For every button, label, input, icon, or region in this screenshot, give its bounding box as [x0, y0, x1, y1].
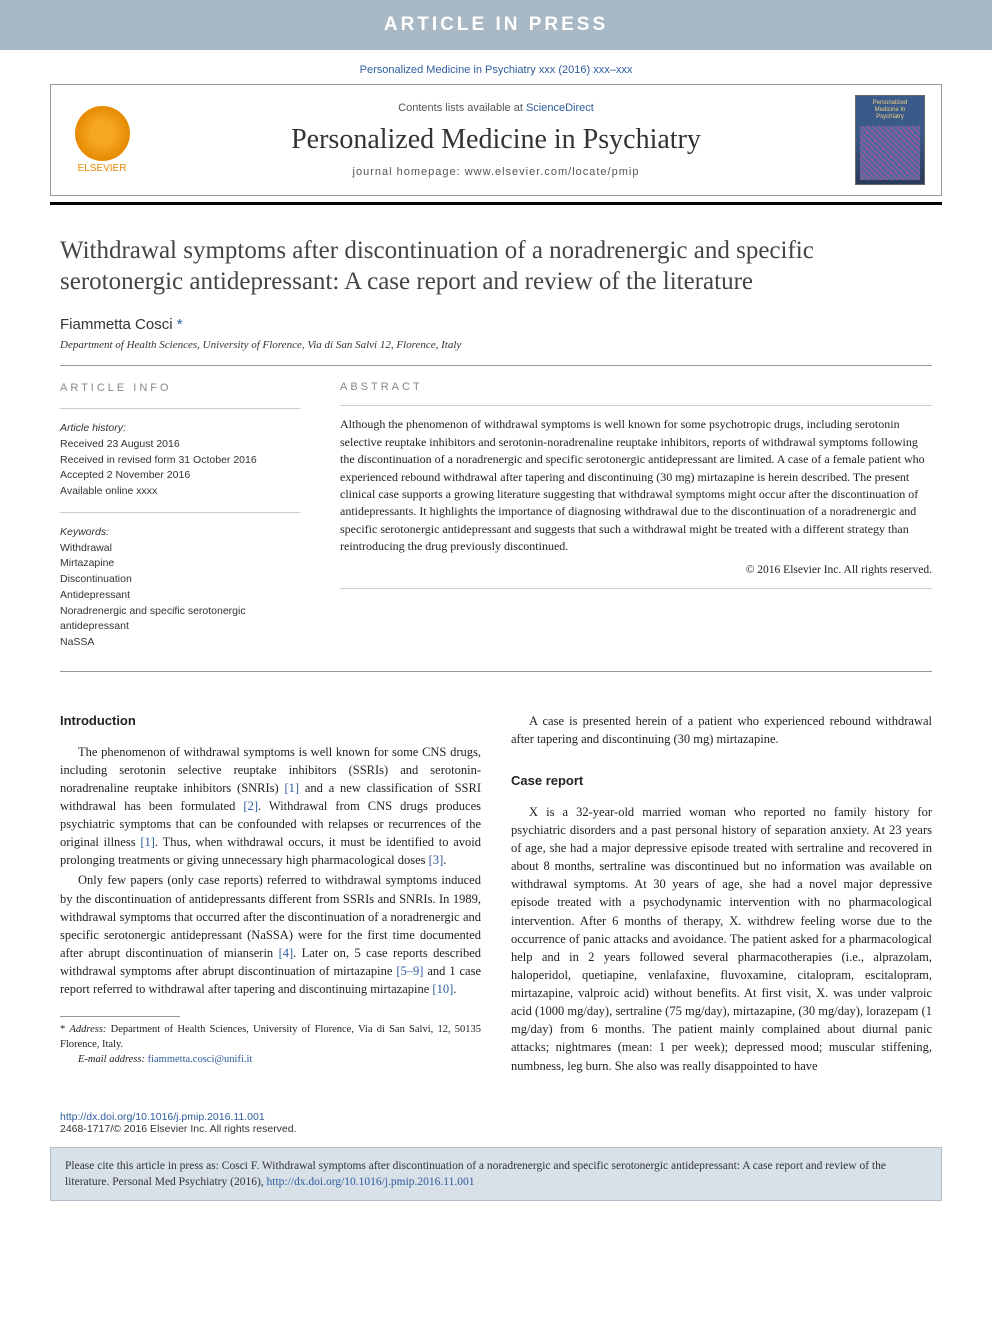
ref-link[interactable]: [1] — [285, 781, 300, 795]
cover-title-2: Medicine In — [875, 107, 906, 114]
article-info-heading: article info — [60, 380, 300, 397]
email-label: E-mail address: — [78, 1054, 145, 1065]
article-info-column: article info Article history: Received 2… — [60, 380, 300, 651]
article-in-press-banner: ARTICLE IN PRESS — [0, 0, 992, 50]
corresponding-footnote: * Address: Department of Health Sciences… — [60, 1023, 481, 1052]
doi-link[interactable]: http://dx.doi.org/10.1016/j.pmip.2016.11… — [60, 1111, 265, 1123]
keyword: Antidepressant — [60, 588, 300, 604]
keyword: NaSSA — [60, 635, 300, 651]
received-date: Received 23 August 2016 — [60, 437, 300, 453]
t: . — [453, 982, 456, 996]
keyword: Withdrawal — [60, 541, 300, 557]
citation-box: Please cite this article in press as: Co… — [50, 1147, 942, 1201]
abstract-heading: abstract — [340, 380, 932, 396]
ref-link[interactable]: [10] — [432, 982, 453, 996]
case-report-heading: Case report — [511, 772, 932, 791]
cover-image — [860, 126, 920, 180]
ref-link[interactable]: [4] — [279, 946, 294, 960]
cover-title-1: Personalized — [873, 100, 908, 107]
journal-name: Personalized Medicine in Psychiatry — [137, 124, 855, 156]
case-lead-para: A case is presented herein of a patient … — [511, 712, 932, 748]
homepage-prefix: journal homepage: — [353, 166, 465, 178]
contents-prefix: Contents lists available at — [398, 102, 526, 114]
article-title: Withdrawal symptoms after discontinuatio… — [60, 235, 932, 298]
elsevier-tree-icon — [75, 106, 130, 161]
intro-para-2: Only few papers (only case reports) refe… — [60, 871, 481, 998]
elsevier-text: ELSEVIER — [78, 163, 127, 174]
abstract-column: abstract Although the phenomenon of with… — [340, 380, 932, 651]
homepage-line: journal homepage: www.elsevier.com/locat… — [137, 166, 855, 178]
case-para-1: X is a 32-year-old married woman who rep… — [511, 803, 932, 1075]
keyword: Mirtazapine — [60, 556, 300, 572]
section-rule-1 — [60, 365, 932, 366]
intro-para-1: The phenomenon of withdrawal symptoms is… — [60, 743, 481, 870]
t: . — [443, 853, 446, 867]
issn-copyright: 2468-1717/© 2016 Elsevier Inc. All right… — [60, 1123, 297, 1135]
cite-text: Please cite this article in press as: Co… — [65, 1160, 886, 1188]
doi-block: http://dx.doi.org/10.1016/j.pmip.2016.11… — [0, 1111, 992, 1135]
journal-header: ELSEVIER Contents lists available at Sci… — [50, 84, 942, 196]
citation-header: Personalized Medicine in Psychiatry xxx … — [0, 50, 992, 84]
footnote-separator — [60, 1016, 180, 1017]
cite-doi-link[interactable]: http://dx.doi.org/10.1016/j.pmip.2016.11… — [267, 1176, 475, 1188]
accepted-date: Accepted 2 November 2016 — [60, 468, 300, 484]
sciencedirect-link[interactable]: ScienceDirect — [526, 102, 594, 114]
online-date: Available online xxxx — [60, 484, 300, 500]
author-text: Fiammetta Cosci — [60, 316, 173, 333]
ref-link[interactable]: [5–9] — [396, 964, 423, 978]
address-text: Department of Health Sciences, Universit… — [60, 1024, 481, 1050]
keywords-label: Keywords: — [60, 525, 300, 541]
introduction-heading: Introduction — [60, 712, 481, 731]
ref-link[interactable]: [1] — [140, 835, 155, 849]
email-link[interactable]: fiammetta.cosci@unifi.it — [148, 1054, 253, 1065]
email-footnote: E-mail address: fiammetta.cosci@unifi.it — [60, 1053, 481, 1068]
revised-date: Received in revised form 31 October 2016 — [60, 453, 300, 469]
address-label: Address: — [69, 1024, 106, 1035]
author-name: Fiammetta Cosci * — [60, 316, 932, 333]
journal-cover-thumbnail: Personalized Medicine In Psychiatry — [855, 95, 925, 185]
section-rule-2 — [60, 671, 932, 672]
cover-title-3: Psychiatry — [876, 114, 904, 121]
keyword: Discontinuation — [60, 572, 300, 588]
abstract-copyright: © 2016 Elsevier Inc. All rights reserved… — [340, 562, 932, 579]
affiliation: Department of Health Sciences, Universit… — [60, 339, 932, 351]
left-column: Introduction The phenomenon of withdrawa… — [60, 712, 481, 1077]
corresponding-star-icon: * — [177, 316, 183, 333]
keyword: Noradrenergic and specific serotonergic … — [60, 604, 300, 636]
contents-line: Contents lists available at ScienceDirec… — [137, 102, 855, 114]
elsevier-logo: ELSEVIER — [67, 100, 137, 180]
history-label: Article history: — [60, 421, 300, 437]
right-column: A case is presented herein of a patient … — [511, 712, 932, 1077]
ref-link[interactable]: [3] — [429, 853, 444, 867]
ref-link[interactable]: [2] — [243, 799, 258, 813]
homepage-url[interactable]: www.elsevier.com/locate/pmip — [465, 166, 640, 178]
abstract-text: Although the phenomenon of withdrawal sy… — [340, 416, 932, 555]
